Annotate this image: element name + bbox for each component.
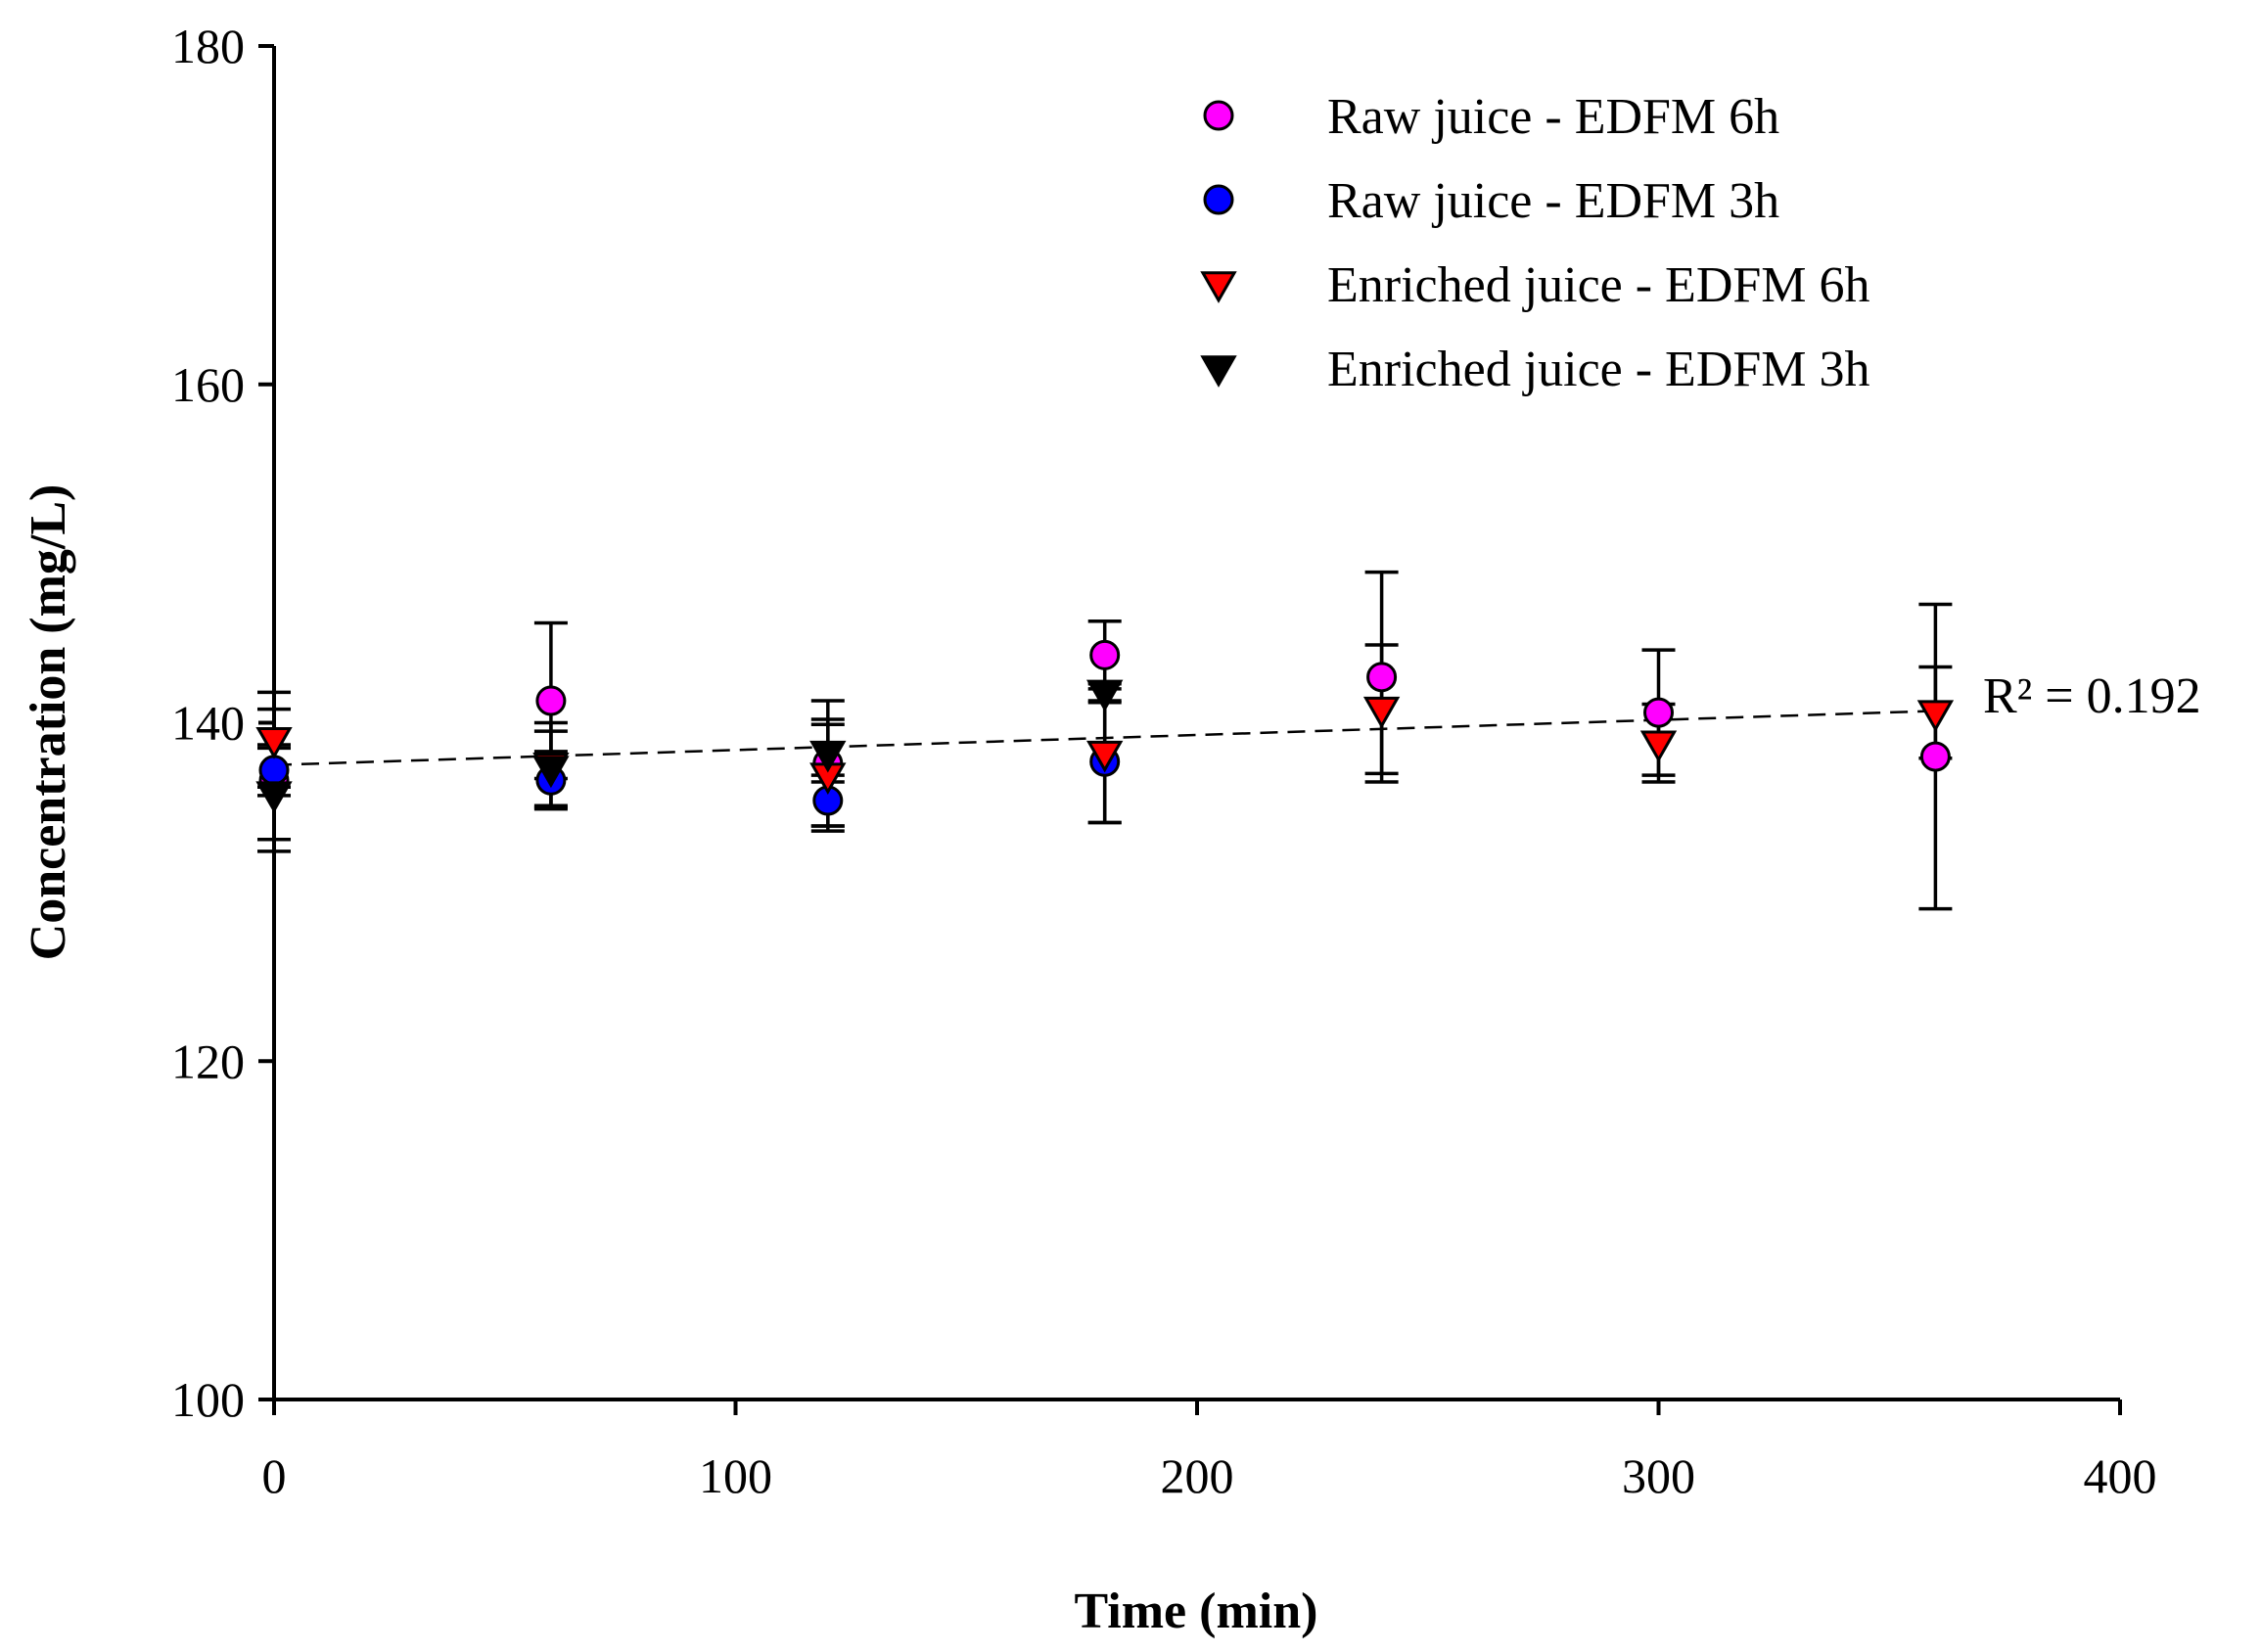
y-axis-title: Concentration (mg/L) — [21, 484, 76, 961]
x-axis-title: Time (min) — [1075, 1583, 1318, 1639]
legend-marker-2 — [1203, 184, 1234, 215]
x-tick-label: 200 — [1161, 1448, 1234, 1503]
data-point-series-2 — [258, 755, 290, 786]
legend-label-2: Raw juice - EDFM 3h — [1327, 173, 1779, 229]
legend: Raw juice - EDFM 6h Raw juice - EDFM 3h En… — [1200, 89, 1870, 397]
data-markers — [255, 639, 1955, 816]
y-tick-label: 140 — [171, 696, 245, 751]
data-point-series-3 — [255, 727, 293, 759]
data-point-series-4 — [255, 781, 293, 814]
data-point-series-3 — [1639, 730, 1678, 763]
legend-marker-1 — [1203, 100, 1234, 131]
x-tick-label: 0 — [262, 1448, 287, 1503]
y-tick-label: 100 — [171, 1372, 245, 1427]
x-ticks: 0 100 200 300 400 — [262, 1400, 2157, 1503]
data-point-series-1 — [1089, 639, 1121, 670]
data-point-series-1 — [1643, 697, 1674, 728]
data-point-series-3 — [1086, 740, 1124, 773]
y-tick-label: 160 — [171, 357, 245, 412]
y-tick-label: 180 — [171, 19, 245, 73]
data-point-series-4 — [532, 756, 570, 789]
x-tick-label: 100 — [699, 1448, 772, 1503]
error-bars — [257, 570, 1953, 911]
legend-label-1: Raw juice - EDFM 6h — [1327, 89, 1779, 145]
plot-area: 100 120 140 160 180 0 100 200 300 400 — [171, 19, 2157, 1503]
data-point-series-3 — [1916, 700, 1955, 733]
y-ticks: 100 120 140 160 180 — [171, 19, 274, 1427]
data-point-series-4 — [809, 740, 847, 773]
data-point-series-4 — [1086, 679, 1124, 712]
r-squared-label: R² = 0.192 — [1983, 668, 2201, 724]
data-point-series-3 — [1362, 696, 1401, 729]
y-tick-label: 120 — [171, 1033, 245, 1088]
legend-label-4: Enriched juice - EDFM 3h — [1327, 342, 1870, 397]
legend-marker-3 — [1200, 271, 1237, 303]
data-point-series-1 — [1366, 662, 1398, 693]
data-point-series-1 — [1919, 741, 1951, 772]
legend-label-3: Enriched juice - EDFM 6h — [1327, 257, 1870, 313]
x-tick-label: 400 — [2084, 1448, 2157, 1503]
data-point-series-1 — [535, 685, 567, 716]
legend-marker-4 — [1200, 355, 1237, 388]
x-tick-label: 300 — [1622, 1448, 1695, 1503]
